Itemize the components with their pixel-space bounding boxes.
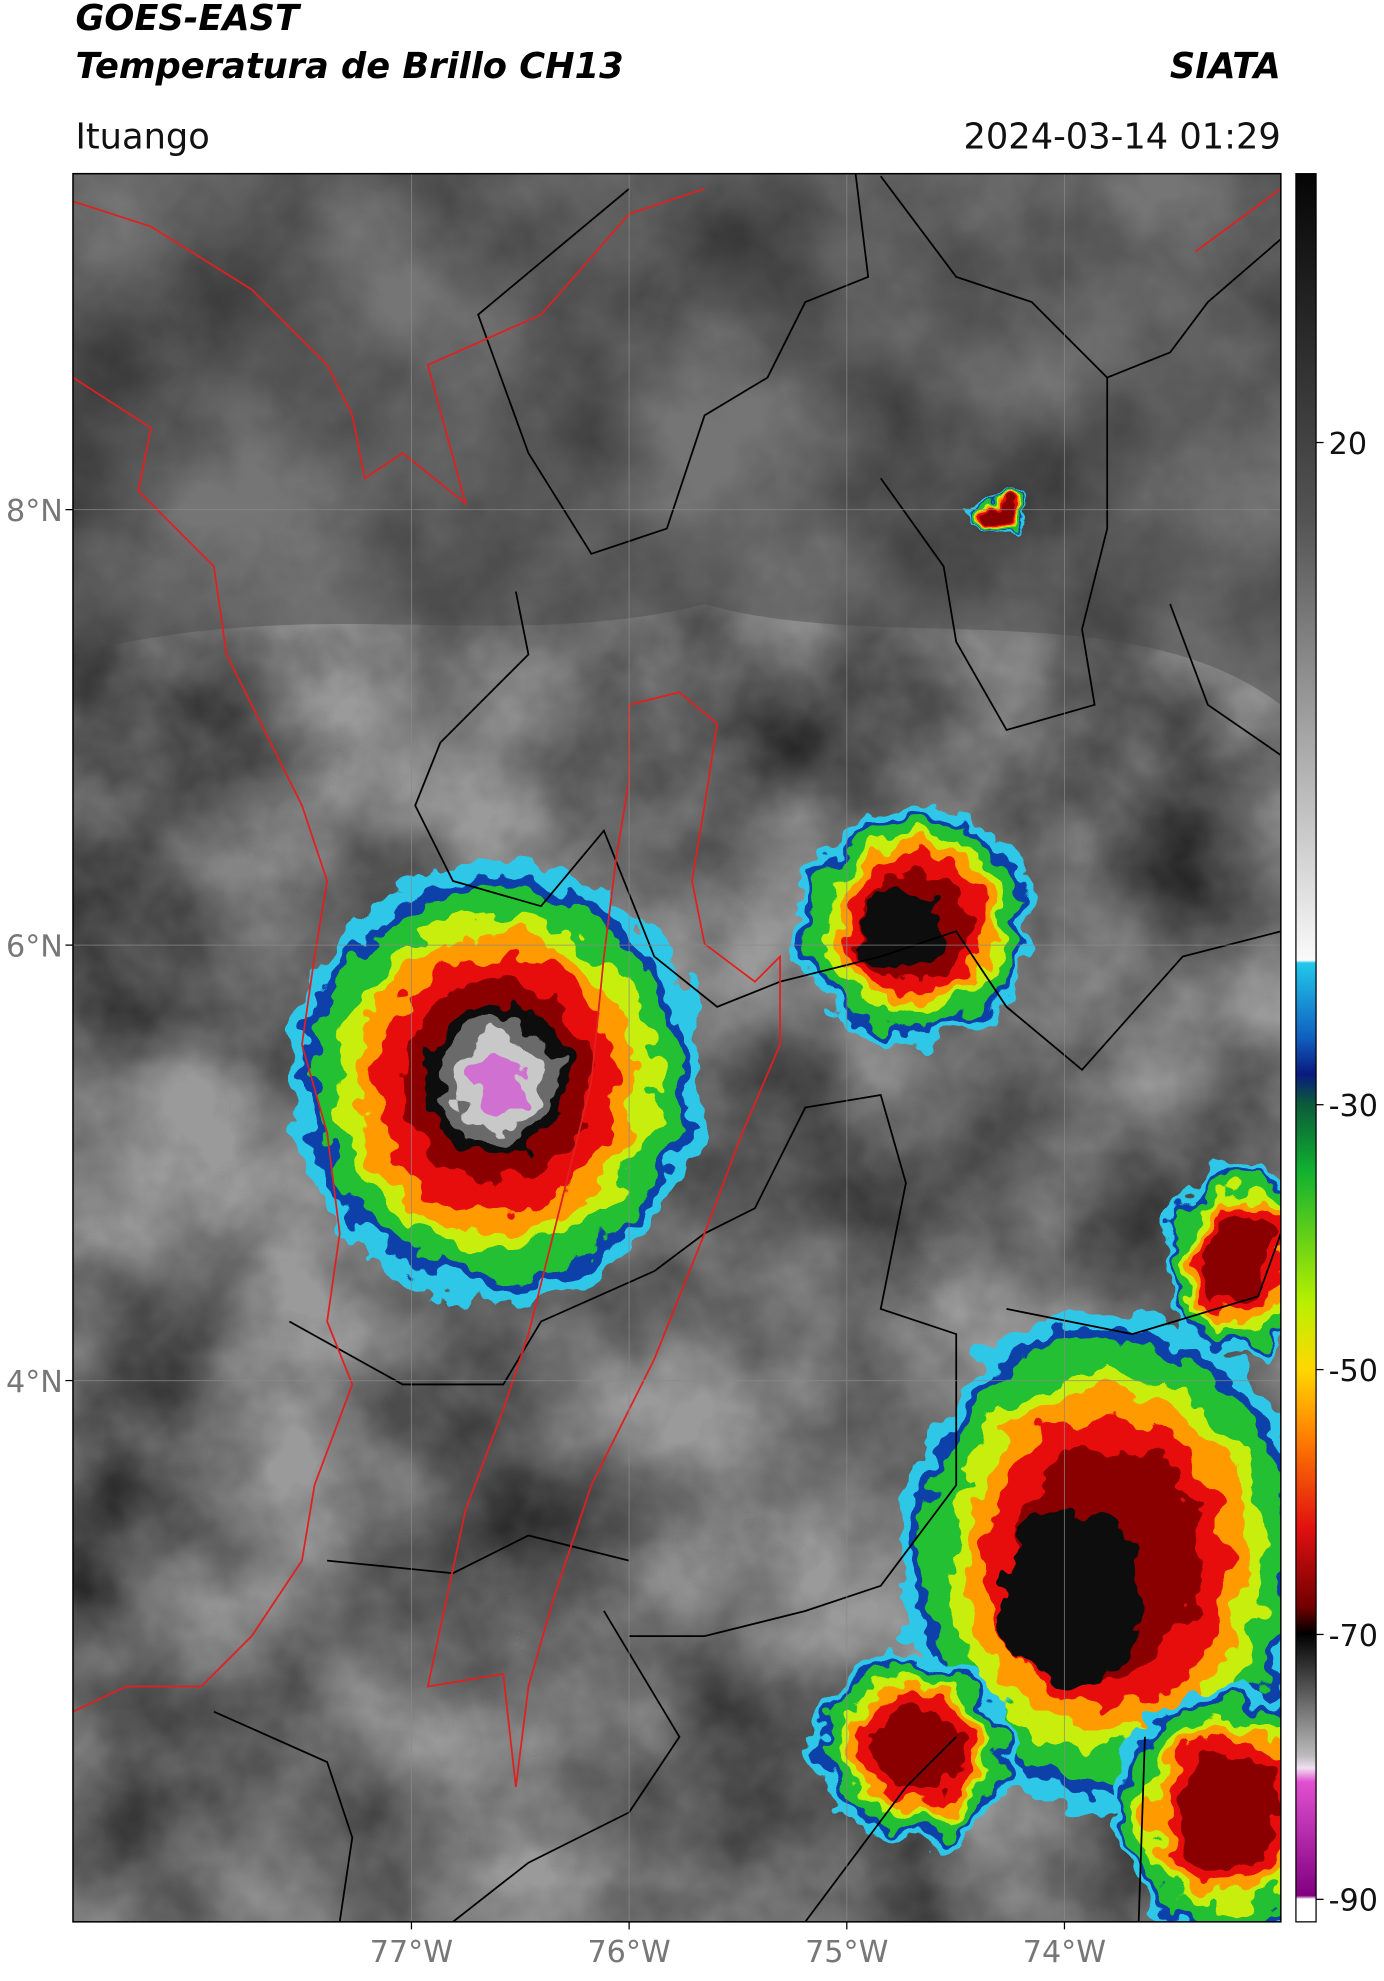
title: GOES-EAST: [75, 0, 302, 39]
storm-layer: [1174, 1754, 1279, 1871]
tick-layer: 8°N 6°N 4°N 77°W 76°W 75°W 74°W 20 -30 -50 -70 -90: [6, 427, 1378, 1970]
storm-core: [998, 1512, 1141, 1684]
colorbar-tick-label: -90: [1329, 1884, 1378, 1919]
map-frame: [72, 172, 1282, 1923]
lon-tick-label: 75°W: [805, 1935, 888, 1970]
storm-core: [467, 1051, 527, 1114]
graticule: [72, 173, 1281, 1922]
lat-tick-label: 8°N: [6, 494, 63, 529]
storm-layer: [1204, 1212, 1275, 1305]
borders: [213, 173, 1281, 1922]
lon-tick-label: 76°W: [587, 1935, 670, 1970]
colorbar: [1295, 173, 1317, 1923]
location: Ituango: [75, 117, 209, 158]
datetime: 2024-03-14 01:29: [964, 117, 1281, 158]
lon-tick-label: 77°W: [370, 1935, 453, 1970]
brand: SIATA: [1170, 46, 1281, 87]
storm-layer: [869, 1706, 963, 1793]
storms: [289, 489, 1281, 1922]
map: [72, 173, 1281, 1922]
colorbar-tick-label: -50: [1329, 1354, 1378, 1389]
subtitle: Temperatura de Brillo CH13: [75, 46, 623, 87]
colorbar-tick-label: 20: [1329, 427, 1367, 462]
colorbar-tick-label: -30: [1329, 1089, 1378, 1124]
storm-core: [862, 884, 945, 966]
lat-tick-label: 4°N: [6, 1365, 63, 1400]
department-borders: [72, 187, 1281, 1788]
lat-tick-label: 6°N: [6, 929, 63, 964]
colorbar-tick-label: -70: [1329, 1619, 1378, 1654]
warm-area: [72, 173, 1281, 705]
lon-tick-label: 74°W: [1023, 1935, 1106, 1970]
